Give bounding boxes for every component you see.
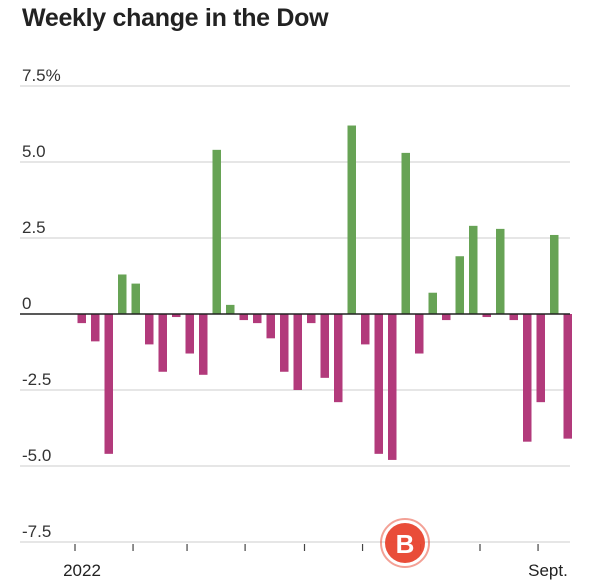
y-tick-label: -5.0 bbox=[22, 446, 51, 465]
bar bbox=[185, 314, 194, 354]
bar bbox=[347, 125, 356, 315]
bar bbox=[496, 228, 505, 314]
bitcoin-logo-icon bbox=[385, 523, 425, 563]
bar bbox=[253, 314, 262, 324]
bar bbox=[199, 314, 208, 375]
bitcoin-logo-letter: B bbox=[396, 529, 415, 559]
y-tick-label: 7.5% bbox=[22, 66, 61, 85]
bar bbox=[172, 314, 181, 318]
bar bbox=[401, 152, 410, 314]
bar bbox=[334, 314, 343, 403]
bar bbox=[158, 314, 167, 372]
bar bbox=[415, 314, 424, 354]
bar bbox=[145, 314, 154, 345]
bar bbox=[226, 304, 235, 314]
bar bbox=[563, 314, 572, 439]
bar bbox=[550, 234, 559, 314]
bar bbox=[536, 314, 545, 403]
bar bbox=[280, 314, 289, 372]
bar bbox=[131, 283, 140, 314]
chart-title: Weekly change in the Dow bbox=[22, 4, 329, 32]
y-tick-label: 0 bbox=[22, 294, 31, 313]
bar bbox=[239, 314, 248, 321]
bar bbox=[455, 256, 464, 314]
x-tick-label: Sept. bbox=[528, 561, 568, 580]
watermark: B bbox=[380, 518, 430, 568]
bar bbox=[482, 314, 491, 318]
y-tick-label: -7.5 bbox=[22, 522, 51, 541]
bar bbox=[523, 314, 532, 442]
y-tick-label: 2.5 bbox=[22, 218, 46, 237]
x-tick-label: 2022 bbox=[63, 561, 101, 580]
bar bbox=[320, 314, 329, 378]
bar bbox=[509, 314, 518, 321]
bar bbox=[266, 314, 275, 339]
bar bbox=[212, 149, 221, 314]
bar bbox=[91, 314, 100, 342]
x-axis: 2022 Sept. bbox=[63, 544, 568, 580]
bar bbox=[118, 274, 127, 314]
bar bbox=[442, 314, 451, 321]
y-tick-label: 5.0 bbox=[22, 142, 46, 161]
y-tick-label: -2.5 bbox=[22, 370, 51, 389]
bar bbox=[293, 314, 302, 390]
bar bbox=[469, 225, 478, 314]
bar bbox=[361, 314, 370, 345]
bar bbox=[388, 314, 397, 460]
bar bbox=[77, 314, 86, 324]
bar bbox=[374, 314, 383, 454]
grid: 7.5% 5.0 2.5 0 -2.5 -5.0 -7.5 bbox=[20, 66, 570, 543]
bar bbox=[307, 314, 316, 324]
bars bbox=[77, 125, 572, 460]
bar bbox=[428, 292, 437, 314]
bar bbox=[104, 314, 113, 454]
